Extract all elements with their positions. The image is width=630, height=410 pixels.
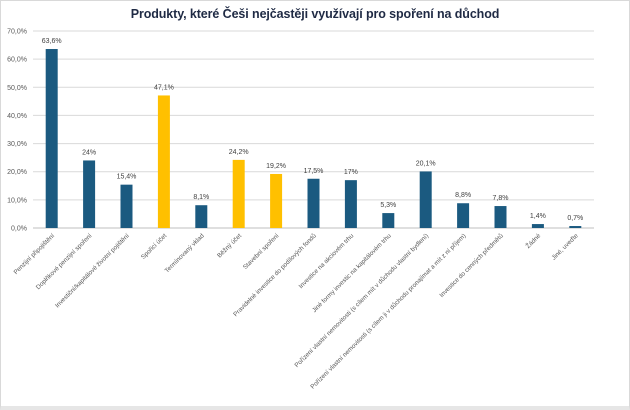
x-tick-label: Termínovaný vklad <box>164 232 206 274</box>
bar <box>232 159 245 228</box>
x-tick-label: Pravidelné investice do podílových fondů <box>232 231 319 318</box>
x-tick-label: Investiční/kapitálové životní pojištění <box>54 232 131 309</box>
chart-title: Produkty, které Češi nejčastěji využívaj… <box>130 7 500 21</box>
bar <box>270 173 283 228</box>
data-label: 8,8% <box>455 192 471 199</box>
y-tick-label: 10,0% <box>7 197 27 204</box>
bar <box>382 213 395 228</box>
bar <box>83 160 96 228</box>
data-label: 5,3% <box>380 202 396 209</box>
bar <box>344 180 357 228</box>
data-label: 24,2% <box>229 149 249 156</box>
data-label: 1,4% <box>530 213 546 220</box>
y-tick-label: 60,0% <box>7 57 27 64</box>
y-tick-label: 0,0% <box>11 226 27 233</box>
bar <box>419 171 432 228</box>
data-label: 63,6% <box>42 38 62 45</box>
x-tick-label: Stavební spoření <box>242 232 281 271</box>
bar <box>494 206 507 228</box>
data-labels: 63,6% 24% 15,4% 47,1% 8,1% 24,2% 19,2% 17,5% 17%… <box>42 38 584 222</box>
data-label: 17% <box>344 169 358 176</box>
x-tick-label: Pořízení vlastní nemovitosti (s cílem mí… <box>293 232 430 369</box>
y-tick-label: 20,0% <box>7 169 27 176</box>
y-tick-label: 30,0% <box>7 141 27 148</box>
data-label: 17,5% <box>304 168 324 175</box>
bar <box>569 226 582 228</box>
bars <box>45 49 582 228</box>
y-tick-label: 70,0% <box>7 29 27 36</box>
data-label: 24% <box>82 149 96 156</box>
bar <box>45 49 58 228</box>
bar <box>531 224 544 228</box>
gridlines <box>33 30 594 229</box>
x-tick-label: Žádné <box>523 231 542 250</box>
bar <box>307 178 320 228</box>
data-label: 8,1% <box>193 194 209 201</box>
bar <box>195 205 208 228</box>
bar <box>120 184 133 228</box>
data-label: 7,8% <box>493 195 509 202</box>
data-label: 47,1% <box>154 84 174 91</box>
data-label: 15,4% <box>117 174 137 181</box>
x-tick-label: Spořicí účet <box>140 232 169 261</box>
x-tick-label: Penzijní připojištění <box>13 232 57 276</box>
y-tick-label: 50,0% <box>7 85 27 92</box>
data-label: 20,1% <box>416 160 436 167</box>
bar <box>457 203 470 228</box>
x-tick-label: Jiné formy investic na kapitálovém trhu <box>311 232 393 314</box>
x-tick-label: Jiné, uveďte <box>550 232 580 262</box>
data-label: 19,2% <box>266 163 286 170</box>
y-tick-label: 40,0% <box>7 113 27 120</box>
bar <box>157 95 170 228</box>
x-tick-label: Investice do cenných předmětů <box>438 231 506 299</box>
y-axis: 0,0% 10,0% 20,0% 30,0% 40,0% 50,0% 60,0% 70,0% <box>7 29 27 233</box>
data-label: 0,7% <box>567 215 583 222</box>
x-tick-label: Běžný účet <box>216 232 243 259</box>
